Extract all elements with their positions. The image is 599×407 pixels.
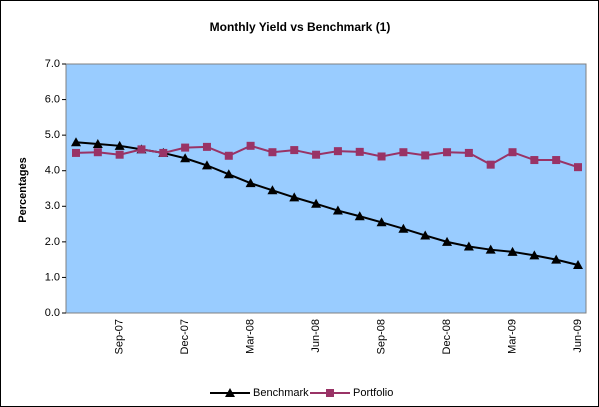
marker <box>574 163 582 172</box>
marker <box>486 160 495 169</box>
marker <box>529 250 540 260</box>
y-tick-label: 1.0 <box>45 271 60 283</box>
marker <box>181 143 190 152</box>
x-tick-label: Dec-08 <box>441 319 453 354</box>
marker <box>464 148 473 157</box>
marker <box>225 388 235 397</box>
y-tick-label: 0.0 <box>45 307 60 319</box>
marker <box>485 244 496 254</box>
marker <box>552 156 561 165</box>
marker <box>245 178 256 188</box>
marker <box>224 151 233 160</box>
marker <box>332 205 343 215</box>
marker <box>180 153 191 163</box>
marker <box>72 148 80 157</box>
marker <box>93 148 102 157</box>
marker <box>312 150 321 159</box>
marker <box>137 145 146 154</box>
legend-label: Portfolio <box>353 387 393 399</box>
marker <box>508 148 517 157</box>
y-tick-label: 3.0 <box>45 200 60 212</box>
marker <box>290 146 299 155</box>
x-tick-label: Mar-08 <box>245 319 257 354</box>
marker <box>421 151 430 160</box>
marker <box>326 389 334 397</box>
marker <box>398 223 409 233</box>
x-tick-label: Jun-08 <box>310 319 322 353</box>
marker <box>355 147 364 156</box>
marker <box>114 140 125 150</box>
marker <box>399 148 408 157</box>
marker <box>551 254 562 264</box>
marker <box>420 230 431 240</box>
marker <box>377 152 386 161</box>
y-axis-label: Percentages <box>17 157 29 222</box>
x-tick-label: Sep-08 <box>375 319 387 354</box>
marker <box>115 150 124 159</box>
marker <box>463 241 474 251</box>
x-tick-label: Mar-09 <box>506 319 518 354</box>
x-tick-label: Sep-07 <box>114 319 126 354</box>
marker <box>267 185 278 195</box>
marker <box>202 142 211 151</box>
marker <box>376 217 387 227</box>
marker <box>268 148 277 157</box>
marker <box>289 192 300 202</box>
marker <box>530 156 539 165</box>
marker <box>201 160 212 170</box>
marker <box>311 198 322 208</box>
y-tick-label: 6.0 <box>45 93 60 105</box>
marker <box>71 137 81 147</box>
marker <box>333 147 342 156</box>
marker <box>442 236 453 246</box>
marker <box>159 148 168 157</box>
marker <box>507 246 518 256</box>
x-tick-label: Dec-07 <box>179 319 191 354</box>
marker <box>573 259 583 269</box>
x-tick-label: Jun-09 <box>572 319 584 353</box>
y-tick-label: 7.0 <box>45 58 60 70</box>
marker <box>92 139 103 149</box>
chart-title: Monthly Yield vs Benchmark (1) <box>210 20 391 34</box>
marker <box>223 169 234 179</box>
plot-area <box>65 63 587 314</box>
legend-label: Benchmark <box>253 387 309 399</box>
marker <box>354 211 365 221</box>
y-tick-label: 2.0 <box>45 236 60 248</box>
marker <box>246 141 255 150</box>
marker <box>443 148 452 157</box>
y-tick-label: 4.0 <box>45 165 60 177</box>
y-tick-label: 5.0 <box>45 129 60 141</box>
